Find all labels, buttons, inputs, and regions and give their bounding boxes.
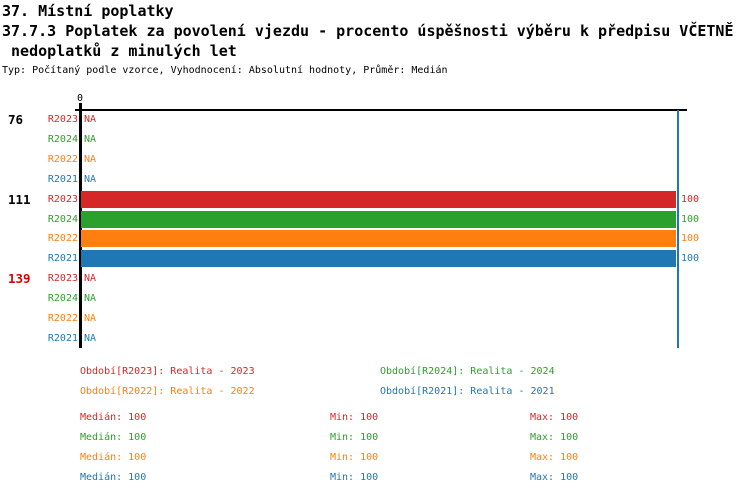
legend-row: Období[R2022]: Realita - 2022 Období[R20… (0, 382, 750, 402)
series-label-r2021: R2021 (47, 173, 78, 185)
bar-value-na: NA (84, 154, 97, 166)
gridline-100 (677, 110, 679, 348)
page-title: 37. Místní poplatky (2, 2, 174, 20)
x-axis-line (75, 109, 687, 111)
bar-value: 100 (681, 193, 700, 205)
group-label-111: 111 (8, 191, 31, 207)
stat-max: Max: 100 (530, 432, 579, 443)
bar-value-na: NA (84, 134, 97, 146)
chart-row: 76 R2023 NA (0, 110, 750, 130)
series-label-r2022: R2022 (47, 312, 78, 324)
chart-row: R2021 NA (0, 328, 750, 348)
chart-subtitle-line2: nedoplatků z minulých let (2, 42, 237, 60)
bar-r2024 (81, 210, 676, 228)
chart-row: 111 R2023 100 (0, 189, 750, 209)
chart-row: R2024 NA (0, 288, 750, 308)
stat-median: Medián: 100 (80, 452, 147, 463)
series-label-r2024: R2024 (47, 134, 78, 146)
bar-r2021 (81, 250, 676, 268)
legend-item-r2024: Období[R2024]: Realita - 2024 (380, 366, 555, 377)
stats-row-r2023: Medián: 100 Min: 100 Max: 100 (0, 408, 750, 428)
bar-value-na: NA (84, 312, 97, 324)
bar-value: 100 (681, 233, 700, 245)
stat-min: Min: 100 (330, 432, 379, 443)
series-label-r2022: R2022 (47, 233, 78, 245)
bar-value-na: NA (84, 273, 97, 285)
series-label-r2024: R2024 (47, 213, 78, 225)
series-label-r2023: R2023 (47, 193, 78, 205)
stat-min: Min: 100 (330, 452, 379, 463)
bar-value-na: NA (84, 173, 97, 185)
bar-value: 100 (681, 253, 700, 265)
bar-r2023 (81, 190, 676, 208)
chart-legend: Období[R2023]: Realita - 2023 Období[R20… (0, 362, 750, 402)
bar-value-na: NA (84, 332, 97, 344)
stats-row-r2022: Medián: 100 Min: 100 Max: 100 (0, 448, 750, 468)
chart-row: R2021 100 (0, 249, 750, 269)
chart-row: R2021 NA (0, 169, 750, 189)
legend-item-r2023: Období[R2023]: Realita - 2023 (80, 366, 255, 377)
legend-item-r2022: Období[R2022]: Realita - 2022 (80, 386, 255, 397)
stat-min: Min: 100 (330, 472, 379, 483)
stat-median: Medián: 100 (80, 412, 147, 423)
stat-median: Medián: 100 (80, 472, 147, 483)
series-label-r2022: R2022 (47, 154, 78, 166)
y-axis-line (79, 103, 82, 348)
chart-row: 139 R2023 NA (0, 269, 750, 289)
x-axis-tick-label: 0 (76, 93, 84, 104)
chart-row: R2022 NA (0, 308, 750, 328)
group-label-139: 139 (8, 271, 31, 287)
stat-min: Min: 100 (330, 412, 379, 423)
stats-row-r2021: Medián: 100 Min: 100 Max: 100 (0, 468, 750, 488)
stats-row-r2024: Medián: 100 Min: 100 Max: 100 (0, 428, 750, 448)
bar-value-na: NA (84, 292, 97, 304)
bar-r2022 (81, 230, 676, 248)
chart-row: R2022 100 (0, 229, 750, 249)
group-label-76: 76 (8, 112, 24, 128)
stat-max: Max: 100 (530, 452, 579, 463)
stat-median: Medián: 100 (80, 432, 147, 443)
series-label-r2024: R2024 (47, 292, 78, 304)
stat-max: Max: 100 (530, 472, 579, 483)
bar-value-na: NA (84, 114, 97, 126)
chart-row: R2024 NA (0, 130, 750, 150)
legend-row: Období[R2023]: Realita - 2023 Období[R20… (0, 362, 750, 382)
series-label-r2021: R2021 (47, 253, 78, 265)
chart-row: R2024 100 (0, 209, 750, 229)
bar-chart: 76 R2023 NA R2024 NA R2022 NA R2021 NA 1… (0, 110, 750, 348)
series-label-r2023: R2023 (47, 273, 78, 285)
chart-row: R2022 NA (0, 150, 750, 170)
legend-item-r2021: Období[R2021]: Realita - 2021 (380, 386, 555, 397)
series-label-r2021: R2021 (47, 332, 78, 344)
stats-table: Medián: 100 Min: 100 Max: 100 Medián: 10… (0, 408, 750, 488)
series-label-r2023: R2023 (47, 114, 78, 126)
stat-max: Max: 100 (530, 412, 579, 423)
chart-meta-info: Typ: Počítaný podle vzorce, Vyhodnocení:… (2, 65, 448, 76)
bar-value: 100 (681, 213, 700, 225)
chart-subtitle-line1: 37.7.3 Poplatek za povolení vjezdu - pro… (2, 22, 734, 40)
